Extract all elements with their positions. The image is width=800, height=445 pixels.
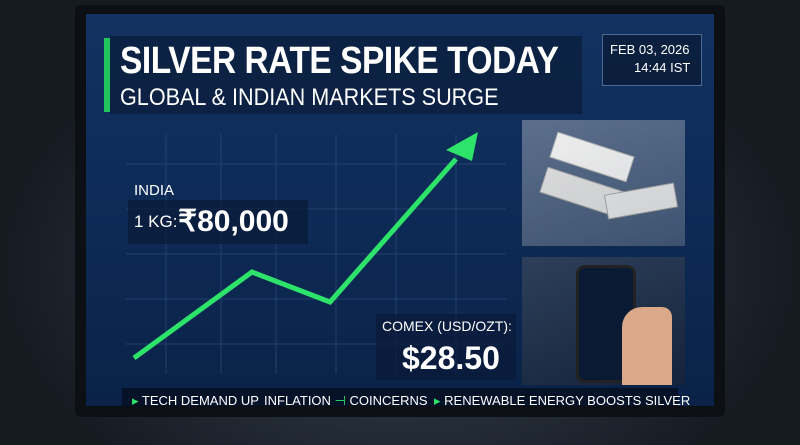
date-box xyxy=(602,34,702,86)
comex-label: COMEX (USD/OZT): xyxy=(382,318,512,334)
ticker-item: RENEWABLE ENERGY BOOSTS SILVER xyxy=(444,393,691,406)
accent-bar xyxy=(104,38,110,112)
arrow-head xyxy=(446,132,478,161)
ticker: ▸ TECH DEMAND UP INFLATION ⊣ COINCERNS ▸… xyxy=(122,388,690,406)
silver-image xyxy=(522,120,685,246)
title-panel xyxy=(110,36,582,114)
comex-price: $28.50 xyxy=(402,340,500,376)
trend-line xyxy=(132,157,458,361)
india-unit: 1 KG: xyxy=(134,212,178,231)
ticker-item: INFLATION xyxy=(264,393,331,406)
silver-bars xyxy=(539,131,679,220)
ticker-item: COINCERNS xyxy=(349,393,428,406)
phone-image xyxy=(522,257,685,385)
india-label: INDIA xyxy=(134,182,175,199)
ticker-item: TECH DEMAND UP xyxy=(141,393,259,406)
subtitle: GLOBAL & INDIAN MARKETS SURGE xyxy=(120,84,499,111)
india-price: ₹80,000 xyxy=(178,205,289,238)
date: FEB 03, 2026 xyxy=(610,42,690,57)
time: 14:44 IST xyxy=(634,60,691,75)
screen: SILVER RATE SPIKE TODAY GLOBAL & INDIAN … xyxy=(86,14,714,406)
title: SILVER RATE SPIKE TODAY xyxy=(120,40,559,82)
